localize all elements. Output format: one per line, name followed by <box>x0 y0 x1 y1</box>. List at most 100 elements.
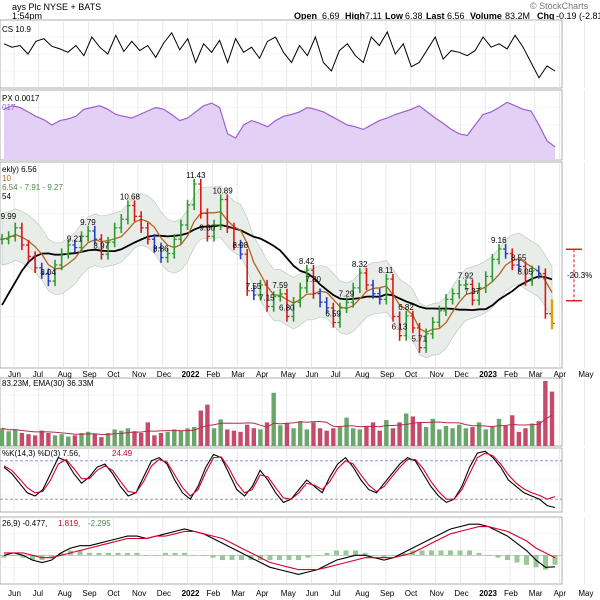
volume-bar <box>331 428 336 446</box>
x-tick-label: Dec <box>454 589 468 598</box>
price-annotation: 6.80 <box>279 304 295 313</box>
volume-bar <box>291 428 296 446</box>
macd-histogram-bar <box>144 555 149 556</box>
macd-histogram-bar <box>353 550 358 556</box>
stoch-line-pct-d <box>3 452 556 500</box>
x-tick-label: Jun <box>306 370 319 379</box>
volume-bar <box>284 423 290 446</box>
x-tick-label: Mar <box>231 589 245 598</box>
price-bar <box>198 178 204 219</box>
volume-bar <box>476 422 482 446</box>
price-bar <box>145 222 151 245</box>
volume-bar <box>390 428 396 446</box>
price-bar <box>436 305 442 328</box>
volume-bar <box>410 416 416 446</box>
macd-histogram-bar <box>476 552 482 556</box>
price-bar <box>251 285 257 301</box>
price-bar <box>185 199 191 231</box>
price-annotation: 7.55 <box>246 282 262 291</box>
volume-bar <box>304 429 310 446</box>
volume-value: 83.2M <box>505 11 531 21</box>
chg-value: -0.19 (-2.81 <box>556 11 600 21</box>
price-bar <box>284 288 290 322</box>
bandwidth-area <box>4 102 555 160</box>
price-bar <box>370 279 376 299</box>
volume-bar <box>264 422 270 446</box>
low-label: Low <box>385 11 403 21</box>
price-bar <box>45 268 51 287</box>
price-bar <box>522 261 528 286</box>
chg-label: Chg <box>537 11 555 21</box>
volume-bar <box>311 422 316 446</box>
symbol-title: ays Plc NYSE + BATS <box>12 2 102 12</box>
x-tick-label: Jun <box>306 589 319 598</box>
price-bar <box>52 259 58 287</box>
volume-bar <box>172 429 177 446</box>
price-bar <box>264 279 270 312</box>
header-bar: ays Plc NYSE + BATS 1:54pm Open 6.69 Hig… <box>0 0 600 21</box>
price-annotation: 9.21 <box>67 235 83 244</box>
price-bar <box>12 222 18 242</box>
volume-bar <box>510 415 515 446</box>
price-bar <box>443 294 449 316</box>
price-legend-line: 10 <box>2 174 11 183</box>
price-bar <box>337 302 343 328</box>
price-bar <box>112 222 118 248</box>
volume-bar <box>165 431 170 446</box>
price-bar <box>456 279 462 299</box>
price-bar <box>324 297 330 314</box>
price-bar <box>350 282 356 308</box>
price-annotation: 7.29 <box>339 289 355 298</box>
macd-line-macd <box>3 523 556 575</box>
price-bar <box>85 225 91 242</box>
macd-histogram-bar <box>277 555 282 561</box>
price-bar <box>218 194 224 231</box>
brand-watermark: © StockCharts <box>530 1 589 11</box>
price-annotation: 8.55 <box>511 253 527 262</box>
stoch-label-d: 24.49 <box>112 449 133 458</box>
x-tick-label: Nov <box>132 589 146 598</box>
open-label: Open <box>294 11 318 21</box>
price-bar <box>463 279 469 291</box>
macd-histogram-bar <box>381 555 387 558</box>
price-bar <box>516 259 522 272</box>
price-bar <box>416 322 422 353</box>
volume-bar <box>79 432 84 446</box>
price-bar <box>0 234 5 245</box>
price-annotation: 8.32 <box>352 260 368 269</box>
price-bar <box>542 268 548 319</box>
x-tick-label: Jun <box>8 370 21 379</box>
volume-bar <box>430 418 435 446</box>
price-bar <box>536 265 542 279</box>
x-tick-label: 2023 <box>479 589 497 598</box>
price-bar <box>231 222 237 251</box>
volume-bar <box>463 428 469 446</box>
macd-histogram-bar <box>419 550 425 556</box>
price-bar <box>138 211 144 233</box>
volume-bar <box>364 425 369 446</box>
ma-long-line <box>1 224 553 312</box>
price-bar <box>403 310 409 341</box>
price-bar <box>19 222 25 251</box>
macd-histogram-bar <box>11 555 16 556</box>
price-bar <box>32 251 38 274</box>
volume-bar <box>13 429 18 446</box>
macd-histogram-bar <box>239 555 244 561</box>
price-bar <box>39 262 45 279</box>
x-tick-label: Oct <box>405 589 418 598</box>
price-bar <box>483 271 489 294</box>
price-bar <box>310 265 316 299</box>
macd-histogram-bar <box>125 552 130 556</box>
price-bar <box>257 279 263 301</box>
x-tick-label: 2023 <box>479 370 497 379</box>
volume-bar <box>417 422 422 446</box>
macd-histogram-bar <box>106 552 111 556</box>
macd-histogram-bar <box>30 555 35 561</box>
x-tick-label: Jul <box>330 370 340 379</box>
price-bar <box>503 243 509 259</box>
x-tick-label: Dec <box>157 589 171 598</box>
volume-bar <box>6 431 11 446</box>
volume-bar <box>92 434 97 446</box>
price-annotation: 6.13 <box>392 323 408 332</box>
volume-bar <box>66 436 71 446</box>
